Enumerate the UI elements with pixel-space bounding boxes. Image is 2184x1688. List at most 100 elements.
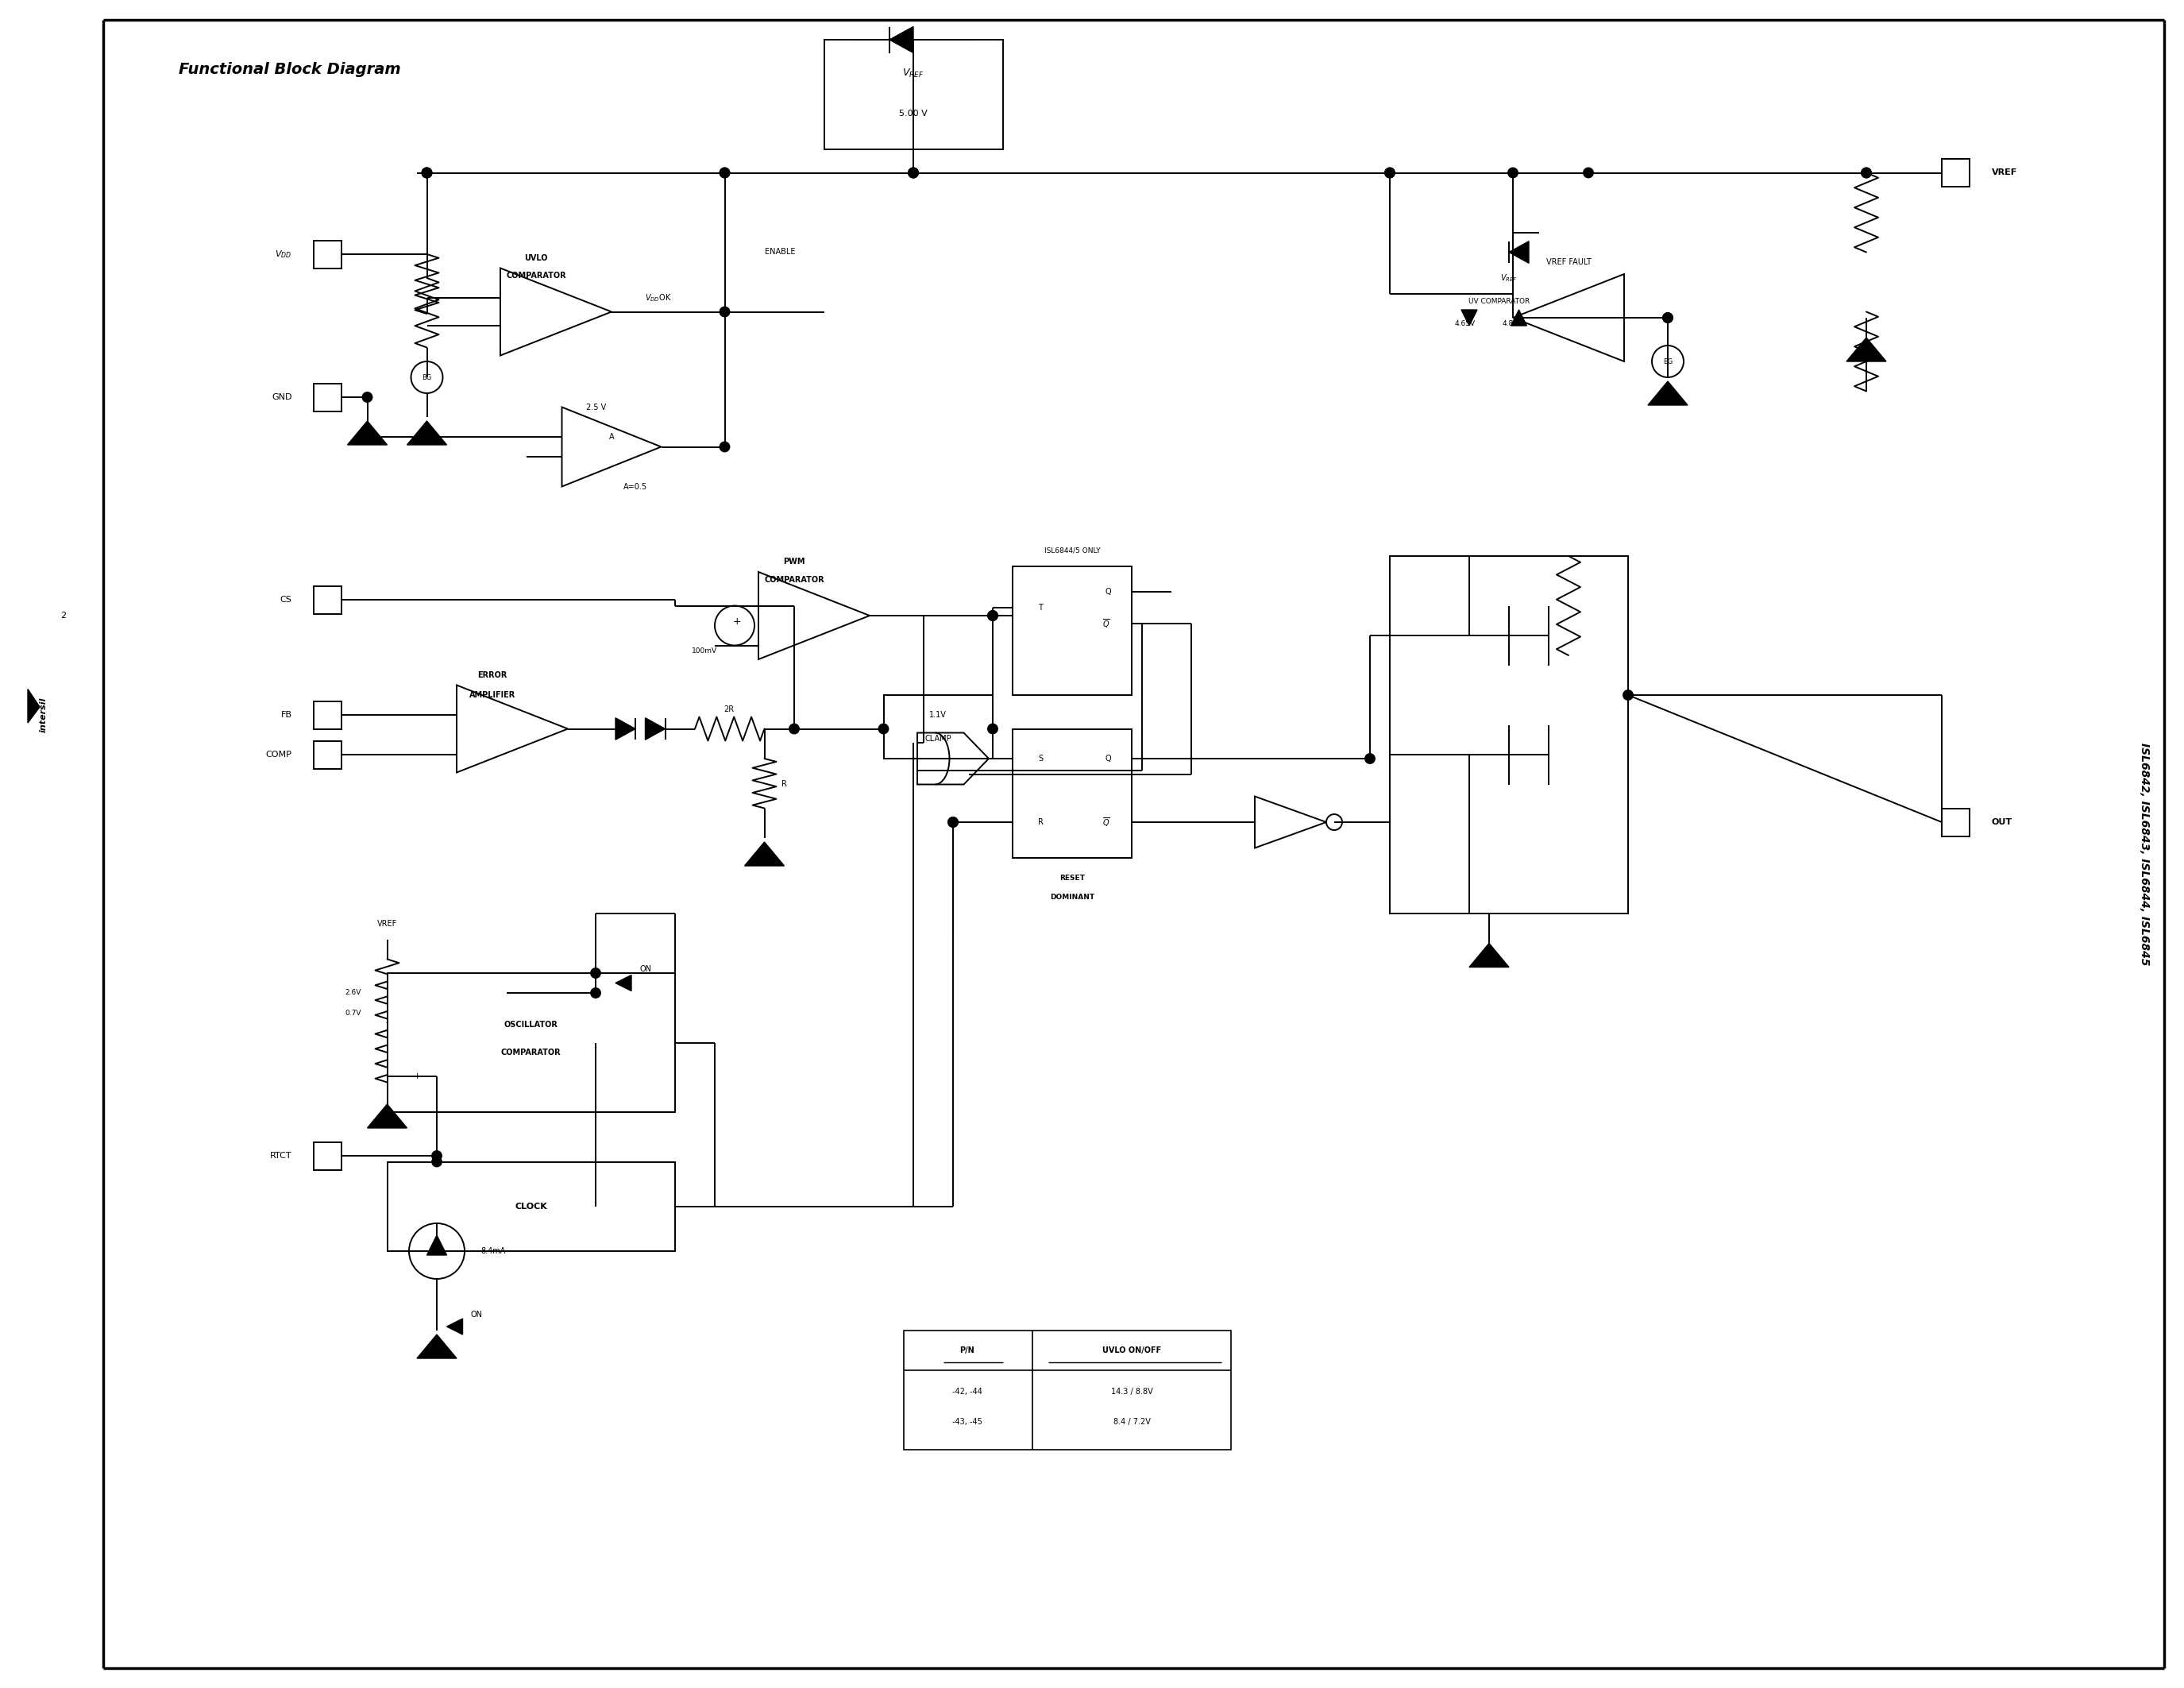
Text: VREF FAULT: VREF FAULT <box>1546 258 1592 267</box>
Text: OUT: OUT <box>1992 819 2011 825</box>
Polygon shape <box>448 1318 463 1335</box>
Circle shape <box>1385 167 1396 177</box>
Text: AMPLIFIER: AMPLIFIER <box>470 690 515 699</box>
Polygon shape <box>1511 311 1527 326</box>
Bar <box>885 695 994 758</box>
Text: -43, -45: -43, -45 <box>952 1418 983 1426</box>
Text: $V_{DD}$: $V_{DD}$ <box>275 248 293 260</box>
Text: +: + <box>732 616 740 626</box>
Text: COMPARATOR: COMPARATOR <box>507 272 566 280</box>
Polygon shape <box>347 420 387 446</box>
Text: T: T <box>1037 604 1042 611</box>
Text: A=0.5: A=0.5 <box>622 483 646 491</box>
Text: UVLO: UVLO <box>524 255 548 262</box>
Circle shape <box>721 307 729 317</box>
Text: VREF: VREF <box>1992 169 2018 177</box>
Text: CS: CS <box>280 596 293 604</box>
Text: ENABLE: ENABLE <box>764 248 795 257</box>
Text: +: + <box>413 1072 422 1080</box>
Bar <box>387 972 675 1112</box>
Bar <box>1013 565 1131 695</box>
Text: COMPARATOR: COMPARATOR <box>500 1048 561 1057</box>
Circle shape <box>788 724 799 734</box>
Circle shape <box>987 611 998 621</box>
Text: Q: Q <box>1105 587 1112 596</box>
Text: BG: BG <box>1662 358 1673 365</box>
Text: 2.5 V: 2.5 V <box>585 403 605 412</box>
Circle shape <box>590 969 601 977</box>
Polygon shape <box>406 420 448 446</box>
Text: BG: BG <box>422 373 432 381</box>
Circle shape <box>878 724 889 734</box>
Circle shape <box>422 167 432 177</box>
Polygon shape <box>644 717 666 739</box>
Text: Q: Q <box>1105 755 1112 763</box>
Text: 5.00 V: 5.00 V <box>900 110 928 116</box>
Text: UVLO ON/OFF: UVLO ON/OFF <box>1103 1347 1162 1354</box>
Bar <box>314 1141 341 1170</box>
Text: 4.80V: 4.80V <box>1503 321 1522 327</box>
Text: PWM: PWM <box>784 559 806 565</box>
Text: COMP: COMP <box>266 751 293 758</box>
Text: -42, -44: -42, -44 <box>952 1388 983 1396</box>
Circle shape <box>909 167 917 177</box>
Polygon shape <box>1461 311 1476 326</box>
Text: DOMINANT: DOMINANT <box>1051 895 1094 901</box>
Polygon shape <box>367 1104 406 1128</box>
Text: RESET: RESET <box>1059 874 1085 881</box>
Text: $\overline{Q}$: $\overline{Q}$ <box>1103 618 1109 630</box>
Bar <box>314 701 341 729</box>
Polygon shape <box>1509 241 1529 263</box>
Text: ON: ON <box>470 1310 483 1318</box>
Text: CLAMP: CLAMP <box>924 734 952 743</box>
Text: 14.3 / 8.8V: 14.3 / 8.8V <box>1112 1388 1153 1396</box>
Circle shape <box>721 167 729 177</box>
Circle shape <box>1861 167 1872 177</box>
Bar <box>1389 555 1627 913</box>
Text: ON: ON <box>640 966 651 972</box>
Text: ERROR: ERROR <box>478 672 507 679</box>
Circle shape <box>422 167 432 177</box>
Bar <box>904 1330 1232 1450</box>
Text: ISL6844/5 ONLY: ISL6844/5 ONLY <box>1044 547 1101 554</box>
Text: RTCT: RTCT <box>271 1151 293 1160</box>
Polygon shape <box>616 976 631 991</box>
Text: VREF: VREF <box>378 920 397 927</box>
Text: P/N: P/N <box>959 1347 974 1354</box>
Text: intersil: intersil <box>39 697 48 733</box>
Bar <box>387 1161 675 1251</box>
Circle shape <box>432 1151 441 1161</box>
Polygon shape <box>889 27 913 52</box>
Polygon shape <box>417 1335 456 1359</box>
Text: GND: GND <box>271 393 293 402</box>
Text: OSCILLATOR: OSCILLATOR <box>505 1021 559 1028</box>
Bar <box>1942 159 1970 187</box>
Text: A: A <box>609 432 614 441</box>
Bar <box>314 586 341 614</box>
Text: 1.1V: 1.1V <box>930 711 948 719</box>
Polygon shape <box>1649 381 1688 405</box>
Circle shape <box>909 167 917 177</box>
Text: $V_{REF}$: $V_{REF}$ <box>902 68 924 79</box>
Circle shape <box>721 167 729 177</box>
Polygon shape <box>426 1236 448 1256</box>
Text: UV COMPARATOR: UV COMPARATOR <box>1468 299 1529 306</box>
Circle shape <box>948 817 959 827</box>
Circle shape <box>948 817 959 827</box>
Text: Functional Block Diagram: Functional Block Diagram <box>179 62 402 78</box>
Text: $V_{REF}$: $V_{REF}$ <box>1500 272 1518 284</box>
Circle shape <box>363 392 371 402</box>
Bar <box>314 383 341 412</box>
Bar <box>1013 729 1131 858</box>
Text: R: R <box>782 780 786 788</box>
Bar <box>1942 809 1970 836</box>
Circle shape <box>1385 167 1396 177</box>
Circle shape <box>1583 167 1594 177</box>
Circle shape <box>590 987 601 998</box>
Text: R: R <box>1037 819 1044 825</box>
Text: 2R: 2R <box>723 706 734 712</box>
Text: $V_{DD}$OK: $V_{DD}$OK <box>644 292 673 304</box>
Circle shape <box>987 611 998 621</box>
Circle shape <box>721 442 729 452</box>
Polygon shape <box>616 717 636 739</box>
